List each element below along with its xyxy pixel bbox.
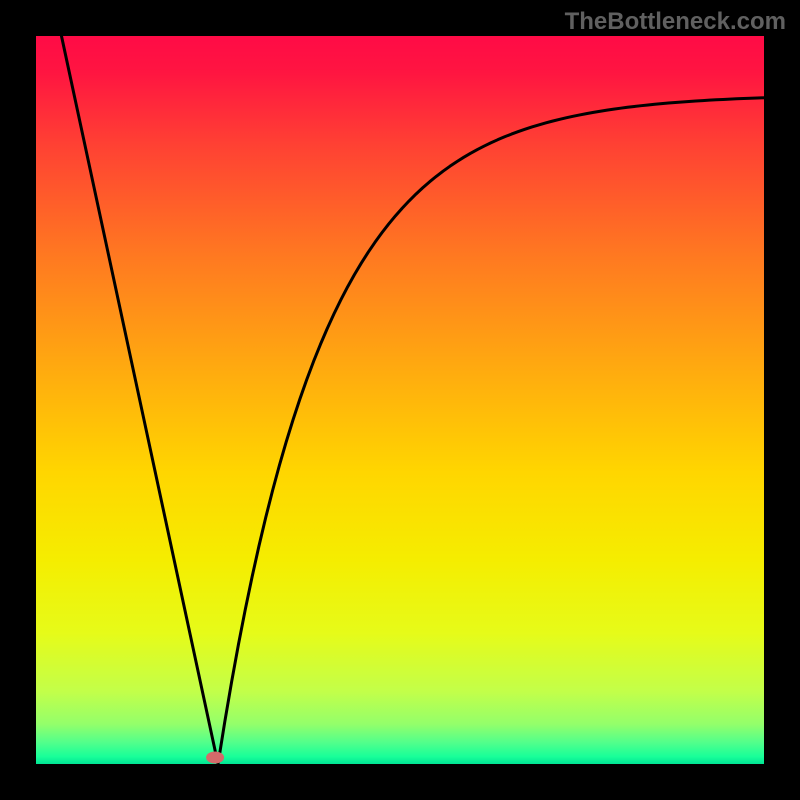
vertex-marker (206, 752, 224, 764)
bottleneck-chart: TheBottleneck.com (0, 0, 800, 800)
plot-area (36, 36, 764, 764)
watermark-label: TheBottleneck.com (565, 8, 786, 36)
chart-svg (0, 0, 800, 800)
